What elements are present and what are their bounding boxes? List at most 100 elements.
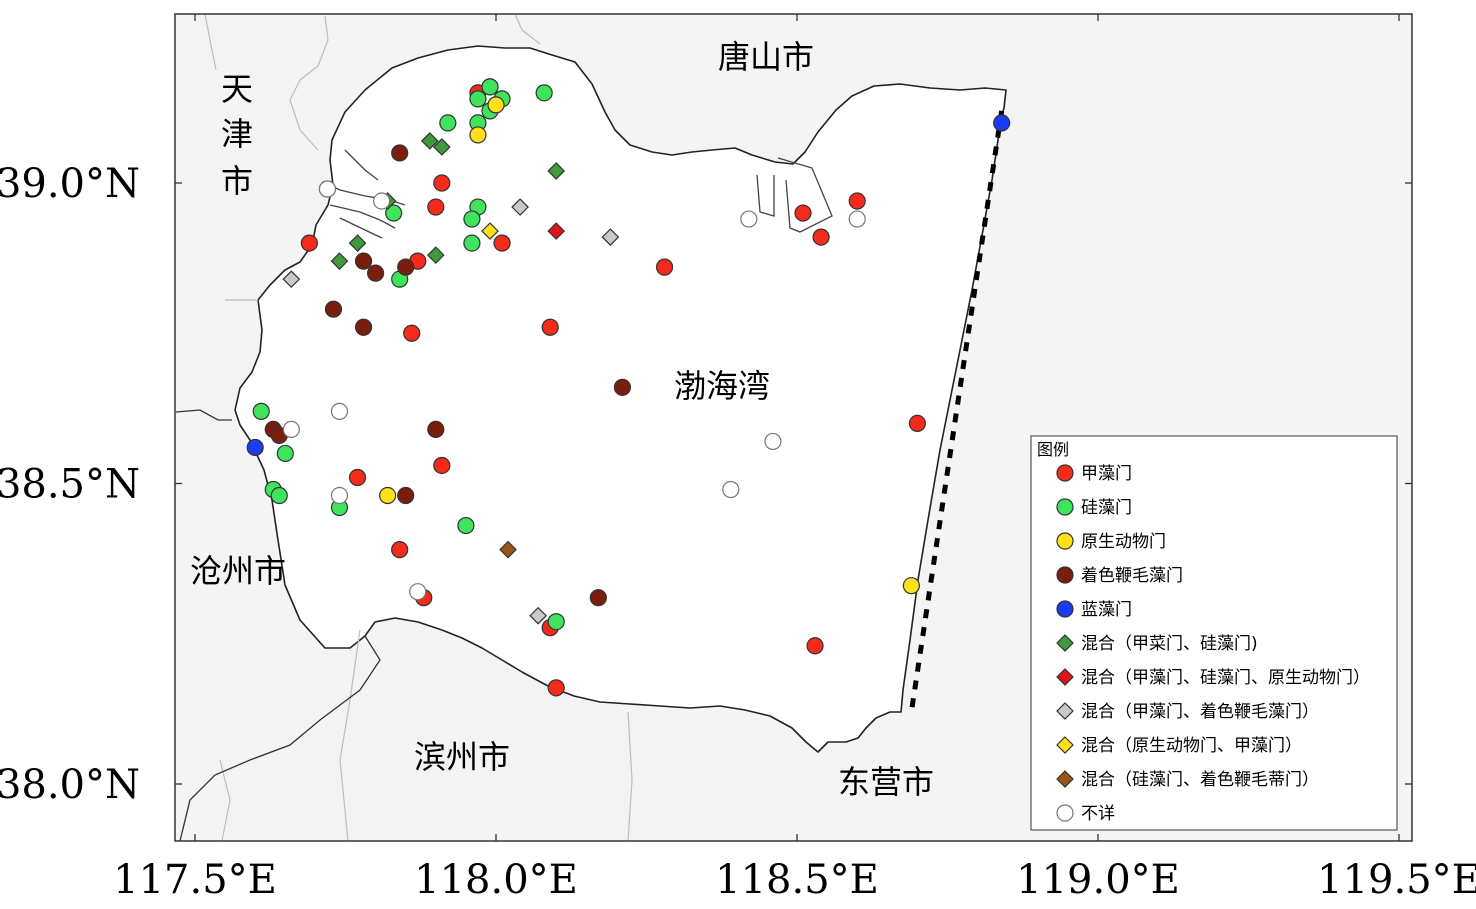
sample-diamond-marker xyxy=(547,222,566,240)
sample-circle-marker xyxy=(457,516,475,535)
sample-circle-marker xyxy=(385,204,403,222)
legend-item-label: 混合（甲藻门、硅藻门、原生动物门） xyxy=(1081,668,1370,688)
sample-circle-marker xyxy=(463,234,481,252)
sample-circle-marker xyxy=(589,589,607,607)
sample-circle-marker xyxy=(433,456,451,475)
label-tangshan: 唐山市 xyxy=(718,38,814,76)
sample-circle-marker xyxy=(469,90,487,108)
sea-area xyxy=(234,45,1007,753)
sample-circle-marker xyxy=(541,318,559,336)
legend-marker xyxy=(1056,532,1074,550)
sample-circle-marker xyxy=(348,468,367,487)
legend-marker xyxy=(1056,566,1074,584)
sampling-points xyxy=(246,78,1011,697)
legend-item-label: 不详 xyxy=(1081,804,1115,824)
legend-marker xyxy=(1056,702,1074,720)
legend-item-label: 硅藻门 xyxy=(1081,498,1132,518)
sample-circle-marker xyxy=(908,414,927,432)
sample-circle-marker xyxy=(613,378,632,396)
province-boundaries xyxy=(175,409,381,842)
legend-item-label: 混合（硅藻门、着色鞭毛蒂门） xyxy=(1081,770,1319,790)
label-bohai-bay: 渤海湾 xyxy=(674,367,770,405)
sample-diamond-marker xyxy=(426,246,445,264)
sample-circle-marker xyxy=(722,480,740,499)
sample-circle-marker xyxy=(433,174,451,192)
sample-diamond-marker xyxy=(547,162,566,180)
sample-circle-marker xyxy=(902,577,920,595)
sample-diamond-marker xyxy=(481,222,499,240)
map-frame xyxy=(174,13,1413,842)
legend-marker xyxy=(1056,804,1074,822)
legend-item-label: 原生动物门 xyxy=(1081,532,1166,552)
label-cangzhou: 沧州市 xyxy=(190,552,286,590)
sample-circle-marker xyxy=(812,228,830,246)
sample-circle-marker xyxy=(993,114,1011,132)
legend-marker xyxy=(1056,634,1074,652)
legend-item-label: 混合（甲藻门、着色鞭毛藻门） xyxy=(1081,702,1319,722)
sample-circle-marker xyxy=(354,252,373,270)
legend-marker xyxy=(1056,600,1074,618)
sample-circle-marker xyxy=(397,258,415,276)
sample-circle-marker xyxy=(397,486,415,505)
sample-circle-marker xyxy=(391,541,409,559)
x-tick-label: 117.5°E xyxy=(113,857,277,903)
sample-circle-marker xyxy=(276,444,294,463)
sample-diamond-marker xyxy=(529,606,547,625)
sample-circle-marker xyxy=(324,300,343,318)
x-tick-label: 118.0°E xyxy=(414,857,578,903)
legend-marker xyxy=(1056,668,1074,686)
label-dongying: 东营市 xyxy=(838,763,934,801)
sample-circle-marker xyxy=(463,210,481,228)
caofeidian-port-outline xyxy=(756,157,833,233)
y-tick-label: 38.0°N xyxy=(0,762,140,808)
sample-circle-marker xyxy=(535,84,553,102)
sample-circle-marker xyxy=(740,210,758,228)
sample-diamond-marker xyxy=(420,132,439,150)
sample-circle-marker xyxy=(252,402,270,420)
sample-circle-marker xyxy=(282,420,300,439)
y-tick-label: 39.0°N xyxy=(0,161,140,207)
sample-diamond-marker xyxy=(282,270,301,289)
sample-circle-marker xyxy=(367,264,385,282)
legend-box xyxy=(1030,435,1398,831)
sample-circle-marker xyxy=(764,432,782,451)
sample-circle-marker xyxy=(373,192,391,210)
sample-circle-marker xyxy=(379,486,397,505)
label-tianjin-3: 市 xyxy=(221,162,253,200)
sample-circle-marker xyxy=(330,486,349,505)
land-boundaries xyxy=(204,13,633,842)
sample-circle-marker xyxy=(330,402,349,420)
legend-item-label: 混合（原生动物门、甲藻门） xyxy=(1081,736,1302,756)
sample-circle-marker xyxy=(487,96,505,114)
sample-circle-marker xyxy=(493,234,511,252)
legend-marker xyxy=(1056,736,1074,754)
x-tick-label: 118.5°E xyxy=(715,857,879,903)
sample-circle-marker xyxy=(409,583,427,601)
legend-item-label: 蓝藻门 xyxy=(1081,600,1132,620)
sample-circle-marker xyxy=(270,486,288,505)
sample-diamond-marker xyxy=(330,252,349,270)
sample-circle-marker xyxy=(391,144,409,162)
sample-circle-marker xyxy=(547,613,565,631)
label-tianjin-2: 津 xyxy=(221,115,253,153)
tianjin-port-outline xyxy=(321,149,406,239)
legend-marker xyxy=(1056,498,1074,516)
sample-circle-marker xyxy=(427,420,445,439)
sample-circle-marker xyxy=(469,126,487,144)
sample-circle-marker xyxy=(794,204,812,222)
legend-item-label: 混合（甲菜门、硅藻门) xyxy=(1081,634,1258,654)
sample-diamond-marker xyxy=(499,540,517,559)
bay-boundary-dashed-line xyxy=(908,110,1005,713)
sample-circle-marker xyxy=(655,258,674,276)
sample-circle-marker xyxy=(439,114,457,132)
sample-circle-marker xyxy=(547,679,565,697)
sample-diamond-marker xyxy=(601,228,620,246)
y-tick-label: 38.5°N xyxy=(0,462,140,508)
sample-diamond-marker xyxy=(511,198,529,216)
x-tick-label: 119.0°E xyxy=(1016,857,1180,903)
legend-item-label: 甲藻门 xyxy=(1081,464,1132,484)
sample-diamond-marker xyxy=(348,234,367,252)
legend-title: 图例 xyxy=(1037,440,1069,459)
